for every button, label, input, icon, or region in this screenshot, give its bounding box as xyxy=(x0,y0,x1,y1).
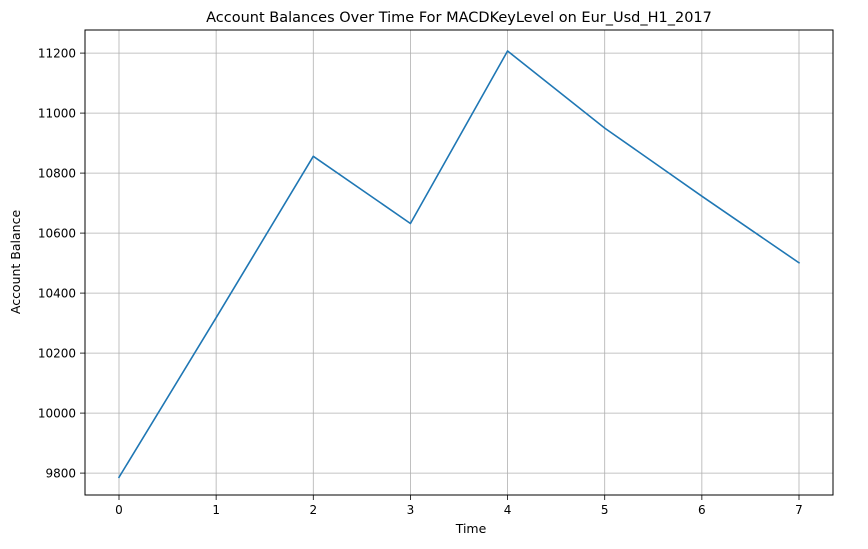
y-tick-label: 10000 xyxy=(38,407,76,421)
y-axis: 9800 10000 10200 10400 10600 10800 11000 11200 xyxy=(38,47,85,481)
series-layer xyxy=(117,50,801,479)
plot-frame xyxy=(84,29,834,496)
y-tick-label: 9800 xyxy=(45,467,76,481)
y-tick-label: 10400 xyxy=(38,287,76,301)
x-tick-label: 3 xyxy=(407,503,415,517)
chart-title: Account Balances Over Time For MACDKeyLe… xyxy=(206,10,712,26)
y-tick-label: 11200 xyxy=(38,47,76,61)
x-tick-label: 5 xyxy=(601,503,609,517)
x-tick-label: 2 xyxy=(309,503,317,517)
grid xyxy=(85,30,833,495)
y-tick-label: 10800 xyxy=(38,167,76,181)
x-tick-label: 6 xyxy=(698,503,706,517)
series-line xyxy=(117,50,801,479)
y-tick-label: 10600 xyxy=(38,227,76,241)
x-tick-label: 1 xyxy=(212,503,220,517)
x-tick-label: 4 xyxy=(504,503,512,517)
x-tick-label: 7 xyxy=(795,503,803,517)
y-tick-label: 11000 xyxy=(38,107,76,121)
y-axis-label: Account Balance xyxy=(8,210,23,315)
x-axis: 0 1 2 3 4 5 6 7 xyxy=(115,495,803,517)
x-tick-label: 0 xyxy=(115,503,123,517)
y-tick-label: 10200 xyxy=(38,347,76,361)
x-axis-label: Time xyxy=(455,521,487,536)
